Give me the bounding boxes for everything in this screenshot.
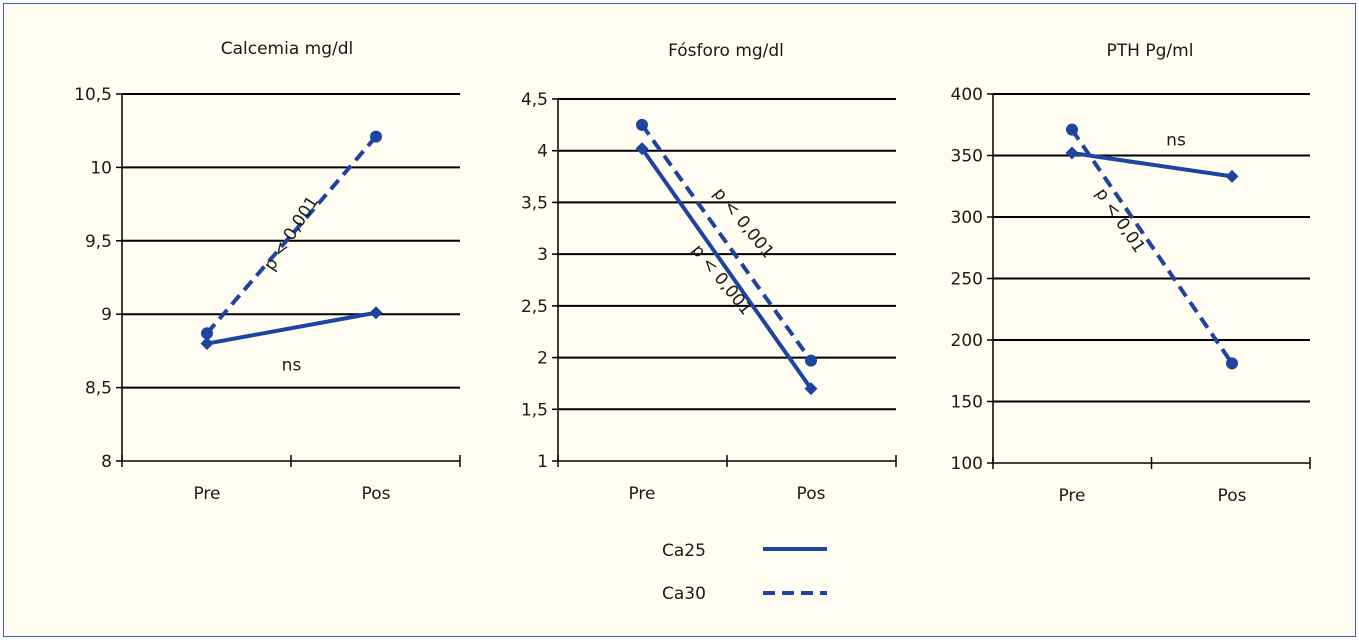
series-line-ca25 xyxy=(640,147,813,390)
data-point-ca25 xyxy=(1065,146,1079,160)
data-point-ca30 xyxy=(1066,123,1078,136)
x-tick-label: Pre xyxy=(1058,486,1085,506)
y-tick-label: 250 xyxy=(951,270,983,290)
y-tick-label: 300 xyxy=(951,208,983,228)
data-point-ca25 xyxy=(1225,169,1239,183)
x-tick-label: Pre xyxy=(193,484,220,504)
series-line-ca30 xyxy=(205,135,378,335)
data-point-ca30 xyxy=(1226,357,1238,370)
y-tick-label: 1 xyxy=(537,452,548,472)
y-tick-label: 150 xyxy=(951,393,983,413)
y-tick-label: 10,5 xyxy=(74,85,112,105)
y-tick-label: 9 xyxy=(101,305,112,325)
chart-panel-3: PTH Pg/ml 100 150 200 250 300 350 400 Pre Pos ns p … xyxy=(951,41,1311,506)
y-tick-label: 3,5 xyxy=(521,193,548,213)
series-line-ca25 xyxy=(206,310,377,346)
y-tick-label: 3 xyxy=(537,245,548,265)
data-point-ca25 xyxy=(200,337,214,351)
data-point-ca30 xyxy=(805,354,817,367)
annotation-label: p < 0,001 xyxy=(687,241,756,319)
data-point-ca25 xyxy=(804,382,818,396)
y-tick-label: 9,5 xyxy=(85,232,112,252)
x-tick-label: Pos xyxy=(362,484,391,504)
x-tick-label: Pos xyxy=(797,484,826,504)
y-tick-label: 4 xyxy=(537,142,548,162)
series-line-ca30 xyxy=(1070,128,1234,365)
series-line-ca25 xyxy=(1071,151,1233,179)
y-tick-label: 100 xyxy=(951,454,983,474)
legend-label-ca25: Ca25 xyxy=(662,541,706,561)
y-tick-label: 200 xyxy=(951,331,983,351)
y-tick-label: 8,5 xyxy=(85,379,112,399)
figure-frame xyxy=(3,3,1356,637)
y-tick-label: 2 xyxy=(537,349,548,369)
y-tick-label: 400 xyxy=(951,85,983,105)
data-point-ca30 xyxy=(636,118,648,131)
chart-panel-2: Fósforo mg/dl 1 1,5 2 2,5 3 3,5 4 4,5 Pre Pos p < 0… xyxy=(521,41,897,504)
series-line-ca30 xyxy=(640,123,813,362)
y-tick-label: 8 xyxy=(101,452,112,472)
annotation-label: p < 0,001 xyxy=(709,184,778,262)
y-tick-label: 1,5 xyxy=(521,400,548,420)
chart-panel-1: Calcemia mg/dl 8 8,5 9 9,5 10 10,5 Pre Pos p < 0,… xyxy=(74,39,461,504)
y-tick-label: 350 xyxy=(951,147,983,167)
y-tick-label: 2,5 xyxy=(521,297,548,317)
annotation-label: ns xyxy=(282,356,302,376)
data-point-ca25 xyxy=(635,142,649,156)
x-tick-label: Pos xyxy=(1218,486,1247,506)
annotation-label: p < 0,001 xyxy=(260,193,323,275)
chart-title: Fósforo mg/dl xyxy=(668,41,784,61)
data-point-ca30 xyxy=(201,327,213,340)
chart-title: PTH Pg/ml xyxy=(1107,41,1194,61)
annotation-label: p < 0,01 xyxy=(1091,185,1149,257)
data-point-ca30 xyxy=(370,130,382,143)
y-tick-label: 10 xyxy=(90,158,112,178)
legend-label-ca30: Ca30 xyxy=(662,584,706,604)
data-point-ca25 xyxy=(369,306,383,320)
y-tick-label: 4,5 xyxy=(521,90,548,110)
annotation-label: ns xyxy=(1166,131,1186,151)
legend: Ca25 Ca30 xyxy=(662,541,827,604)
chart-title: Calcemia mg/dl xyxy=(221,39,354,59)
x-tick-label: Pre xyxy=(628,484,655,504)
